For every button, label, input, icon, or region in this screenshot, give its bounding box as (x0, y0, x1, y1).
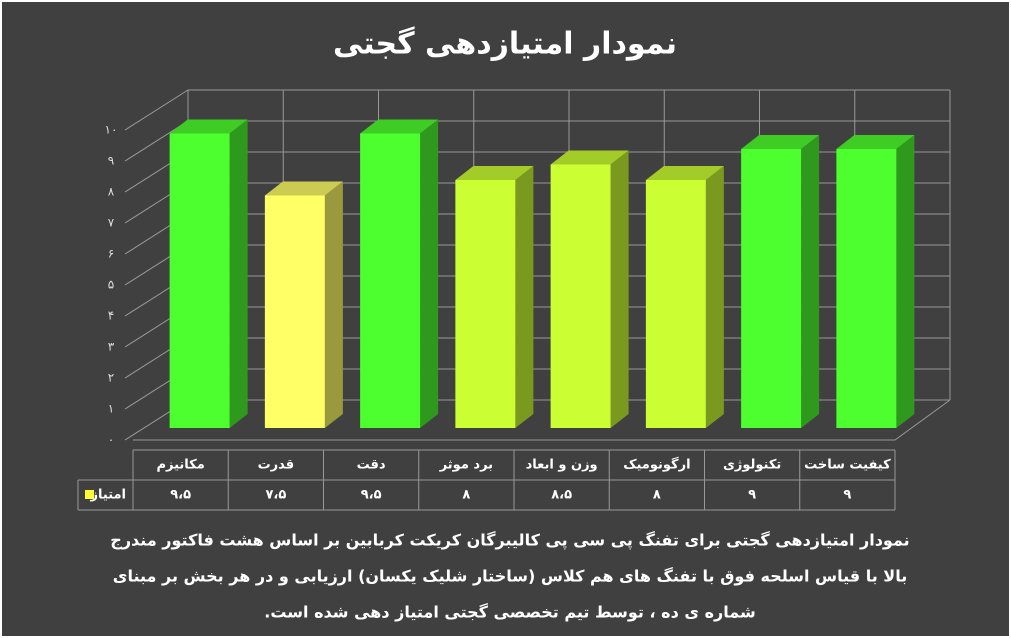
bar-top (741, 135, 820, 149)
bar-side (896, 135, 915, 428)
caption-line: شماره ی ده ، توسط تیم تخصصی گجتی امتیاز … (264, 603, 755, 622)
bar-side (229, 119, 248, 428)
value-label: ۹،۵ (361, 488, 382, 503)
y-tick-label: ٠ (108, 433, 114, 447)
y-tick-label: ۸ (108, 185, 115, 199)
bar-side (420, 119, 439, 428)
value-label: ۹ (843, 488, 851, 503)
value-label: ۸ (462, 488, 470, 503)
bar (455, 180, 516, 428)
bar-top (455, 166, 534, 180)
bar (169, 133, 230, 428)
grid-line (124, 89, 950, 131)
legend-key (85, 490, 94, 499)
category-label: مکانیزم (156, 458, 204, 473)
category-label: دقت (357, 458, 386, 473)
floor-edge (133, 399, 951, 441)
bar-side (801, 135, 820, 428)
bar-top (645, 166, 724, 180)
chart-title: نمودار امتیازدهی گجتی (333, 26, 677, 62)
legend-label: امتیاز (90, 488, 126, 503)
bar (264, 195, 325, 428)
y-tick-label: ۷ (108, 216, 115, 230)
bar-top (836, 135, 915, 149)
category-label: قدرت (258, 458, 295, 473)
value-label: ۸ (653, 488, 661, 503)
bar-top (264, 181, 343, 196)
category-label: ارگونومیک (623, 457, 690, 473)
bar (360, 133, 421, 428)
bar (550, 164, 611, 428)
y-tick-label: ۳ (108, 340, 115, 354)
bar-side (610, 150, 629, 428)
bar (645, 180, 706, 428)
caption-line: بالا با قیاس اسلحه فوق با تفنگ های هم کل… (113, 567, 907, 586)
y-tick-label: ۲ (108, 371, 114, 385)
y-tick-label: ۱۰ (105, 123, 118, 137)
bar-side (324, 181, 343, 428)
value-label: ۹ (748, 488, 756, 503)
y-tick-label: ۹ (108, 154, 114, 168)
bar-top (550, 150, 629, 165)
bar-top (360, 119, 439, 134)
caption-line: نمودار امتیازدهی گجتی برای تفنگ پی سی پی… (110, 531, 909, 551)
category-label: کیفیت ساخت (804, 458, 891, 473)
bar-side (515, 166, 534, 428)
bar-top (169, 119, 248, 134)
bar-side (705, 166, 724, 428)
y-tick-label: ۴ (108, 309, 114, 323)
category-label: تکنولوژی (723, 458, 781, 473)
bar (836, 149, 897, 428)
bar (741, 149, 802, 428)
y-tick-label: ۶ (108, 247, 114, 261)
y-tick-label: ۱ (108, 402, 114, 416)
value-label: ۸،۵ (551, 488, 572, 503)
value-label: ۹،۵ (170, 488, 191, 503)
y-tick-label: ۵ (108, 278, 114, 292)
category-label: برد موثر (439, 458, 493, 473)
category-label: وزن و ابعاد (526, 458, 598, 473)
value-label: ۷،۵ (265, 488, 286, 503)
